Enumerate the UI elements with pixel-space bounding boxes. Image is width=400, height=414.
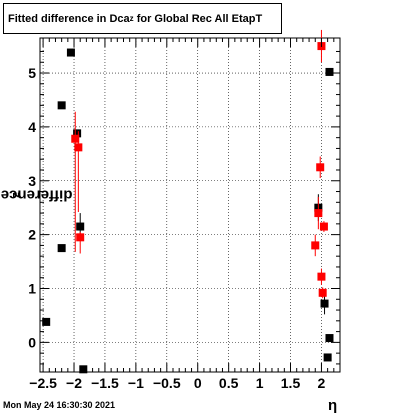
x-tick-label: 0 xyxy=(194,375,202,391)
x-tick-label: −2.5 xyxy=(29,375,57,391)
data-point xyxy=(42,317,51,326)
y-tick-label: 0 xyxy=(28,334,36,350)
data-point xyxy=(318,288,327,297)
data-point xyxy=(57,244,66,253)
data-point xyxy=(317,272,326,281)
timestamp: Mon May 24 16:30:30 2021 xyxy=(3,400,116,410)
data-point xyxy=(323,353,332,362)
data-point xyxy=(314,209,323,218)
data-point xyxy=(73,129,82,138)
data-point xyxy=(79,365,88,374)
x-axis-label: η xyxy=(328,397,338,414)
data-point xyxy=(66,48,75,57)
x-tick-label: 1.5 xyxy=(281,375,301,391)
data-point xyxy=(71,134,80,143)
y-tick-label: 4 xyxy=(28,119,36,135)
y-tick-label: 3 xyxy=(28,173,36,189)
data-point xyxy=(74,143,83,152)
x-tick-label: −1.5 xyxy=(91,375,119,391)
data-point xyxy=(319,222,328,231)
data-point xyxy=(316,163,325,172)
data-point xyxy=(325,334,334,343)
chart-title-suffix: for Global Rec All EtapT xyxy=(133,12,263,25)
y-tick-label: 1 xyxy=(28,281,36,297)
y-tick-label: 5 xyxy=(28,65,36,81)
data-point xyxy=(325,67,334,76)
x-tick-label: 2 xyxy=(318,375,326,391)
chart-title-subscript: z xyxy=(129,14,134,23)
y-tick-label: 2 xyxy=(28,227,36,243)
data-markers xyxy=(42,29,334,374)
x-tick-label: 0.5 xyxy=(219,375,239,391)
chart-title: Fitted difference in Dca z for Global Re… xyxy=(3,3,282,34)
data-point xyxy=(57,101,66,110)
x-tick-label: 1 xyxy=(256,375,264,391)
plot-frame xyxy=(39,37,341,373)
axes: −2.5 −2 −1.5 −1 −0.5 0 0.5 1 1.5 2 0 1 2 3 4 5 xyxy=(28,38,340,391)
grid xyxy=(40,38,340,372)
chart-title-main: Fitted difference in Dca xyxy=(8,12,130,25)
x-tick-label: −1 xyxy=(128,375,144,391)
data-point xyxy=(76,233,85,242)
x-tick-label: −2 xyxy=(66,375,82,391)
y-axis-label-text: difference in Dca xyxy=(0,186,73,204)
x-tick-label: −0.5 xyxy=(153,375,181,391)
data-point xyxy=(311,241,320,250)
data-point xyxy=(76,222,85,231)
data-point xyxy=(320,299,329,308)
